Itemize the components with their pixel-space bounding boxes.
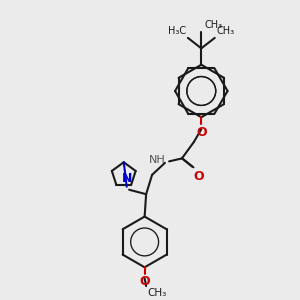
Text: CH₃: CH₃ [147, 288, 166, 298]
Text: O: O [196, 126, 207, 139]
Text: H₃C: H₃C [168, 26, 186, 36]
Text: CH₃: CH₃ [216, 26, 234, 36]
Text: O: O [194, 170, 205, 183]
Text: NH: NH [149, 155, 166, 165]
Text: N: N [122, 172, 132, 185]
Text: CH₃: CH₃ [204, 20, 222, 29]
Text: O: O [139, 275, 150, 288]
